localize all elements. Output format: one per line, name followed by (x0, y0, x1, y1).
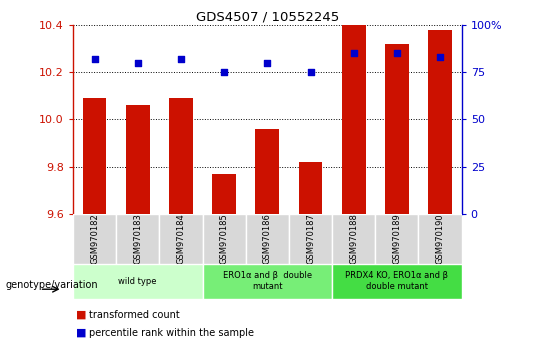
Text: GSM970189: GSM970189 (393, 213, 401, 264)
Bar (428, 29, 452, 214)
Bar (342, 25, 366, 214)
Text: wild type: wild type (118, 277, 157, 286)
Bar (255, 129, 279, 214)
Text: GSM970183: GSM970183 (133, 213, 142, 264)
Bar (246, 214, 289, 264)
Text: PRDX4 KO, ERO1α and β
double mutant: PRDX4 KO, ERO1α and β double mutant (346, 272, 448, 291)
Text: GSM970182: GSM970182 (90, 213, 99, 264)
Text: transformed count: transformed count (89, 310, 180, 320)
Bar (332, 214, 375, 264)
Point (220, 69, 228, 75)
Title: GDS4507 / 10552245: GDS4507 / 10552245 (195, 11, 339, 24)
Text: ERO1α and β  double
mutant: ERO1α and β double mutant (222, 272, 312, 291)
Text: GSM970184: GSM970184 (177, 213, 185, 264)
Point (90, 56, 99, 62)
Text: GSM970185: GSM970185 (220, 213, 228, 264)
Bar (73, 264, 202, 299)
Bar (202, 214, 246, 264)
Bar (83, 98, 106, 214)
Point (393, 50, 401, 56)
Bar (202, 264, 332, 299)
Text: ■: ■ (76, 328, 86, 338)
Bar (385, 44, 409, 214)
Bar (169, 98, 193, 214)
Bar (73, 214, 116, 264)
Text: genotype/variation: genotype/variation (5, 280, 98, 290)
Bar (116, 214, 159, 264)
Bar (375, 214, 418, 264)
Bar (212, 174, 236, 214)
Text: ■: ■ (76, 310, 86, 320)
Point (436, 54, 444, 60)
Text: GSM970187: GSM970187 (306, 213, 315, 264)
Bar (332, 264, 462, 299)
Text: GSM970190: GSM970190 (436, 213, 444, 264)
Text: GSM970186: GSM970186 (263, 213, 272, 264)
Text: percentile rank within the sample: percentile rank within the sample (89, 328, 254, 338)
Text: GSM970188: GSM970188 (349, 213, 358, 264)
Bar (289, 214, 332, 264)
Point (177, 56, 185, 62)
Bar (299, 162, 322, 214)
Bar (126, 105, 150, 214)
Point (133, 60, 142, 65)
Point (263, 60, 272, 65)
Bar (159, 214, 202, 264)
Point (349, 50, 358, 56)
Bar (418, 214, 462, 264)
Point (306, 69, 315, 75)
